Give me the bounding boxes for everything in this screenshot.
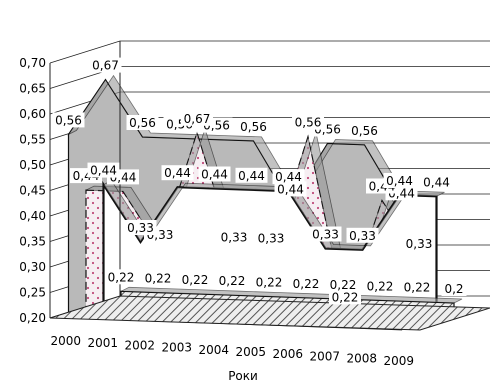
data-label: 0,22 bbox=[182, 273, 209, 287]
data-label: 0,33 bbox=[127, 221, 154, 235]
data-label-bg bbox=[237, 118, 270, 134]
data-label-bg bbox=[255, 230, 287, 246]
data-label-bg bbox=[401, 279, 433, 295]
x-tick-label: 2008 bbox=[347, 352, 378, 366]
data-label-bg bbox=[216, 273, 248, 289]
data-label-bg bbox=[124, 220, 157, 235]
data-label: 0,56 bbox=[55, 113, 82, 127]
y-tick-label: 0,25 bbox=[19, 286, 46, 300]
data-label: 0,44 bbox=[164, 166, 191, 180]
data-label: 0,22 bbox=[256, 276, 283, 290]
data-label-bg bbox=[126, 115, 159, 130]
data-label: 0,22 bbox=[108, 270, 135, 284]
data-labels: 0,560,670,56 0,56 0,56 0,560,440,56 0,560,44… bbox=[52, 57, 467, 305]
x-tick-label: 2003 bbox=[162, 341, 193, 355]
data-label-bg bbox=[329, 289, 361, 305]
data-label-bg bbox=[253, 274, 285, 290]
x-tick-label: 2000 bbox=[51, 334, 82, 348]
data-label-bg bbox=[403, 235, 435, 251]
axes: 0,20 0,25 0,30 0,35 0,40 0,45 0,50 0,55 0,60 0,65… bbox=[19, 41, 490, 368]
data-label-bg bbox=[348, 122, 381, 138]
data-label: 0,44 bbox=[423, 175, 450, 189]
y-tick-label: 0,35 bbox=[19, 235, 46, 249]
data-label-bg bbox=[272, 169, 305, 185]
data-label-bg bbox=[87, 162, 120, 178]
series-top-edge bbox=[102, 180, 445, 251]
x-tick-label: 2005 bbox=[236, 345, 267, 359]
data-label-bg bbox=[142, 270, 174, 286]
series-top-edge bbox=[120, 286, 463, 304]
data-label: 0,44 bbox=[90, 164, 117, 178]
y-tick-label: 0,30 bbox=[19, 260, 46, 274]
data-label-bg bbox=[364, 278, 396, 294]
data-label: 0,67 bbox=[92, 59, 119, 73]
data-label-bg bbox=[420, 174, 453, 190]
data-label: 0,2 bbox=[444, 282, 463, 296]
data-label: 0,22 bbox=[404, 281, 431, 295]
data-label-bg bbox=[327, 277, 359, 293]
data-label-bg bbox=[383, 173, 416, 188]
x-tick-label: 2002 bbox=[125, 338, 156, 352]
data-label: 0,33 bbox=[349, 229, 376, 243]
y-tick-label: 0,65 bbox=[19, 82, 46, 96]
data-label: 0,33 bbox=[258, 232, 285, 246]
y-tick-label: 0,55 bbox=[19, 133, 46, 147]
y-tick-label: 0,50 bbox=[19, 158, 46, 172]
data-label-bg bbox=[441, 281, 467, 296]
data-label: 0,67 bbox=[184, 112, 211, 126]
x-tick-label: 2007 bbox=[310, 349, 341, 363]
data-label-bg bbox=[179, 271, 211, 287]
data-label: 0,56 bbox=[240, 120, 267, 134]
data-label: 0,33 bbox=[221, 230, 248, 244]
y-tick-label: 0,45 bbox=[19, 184, 46, 198]
data-label-bg bbox=[105, 269, 137, 285]
data-label: 0,22 bbox=[367, 279, 394, 293]
y-tick-label: 0,40 bbox=[19, 209, 46, 223]
data-label: 0,44 bbox=[386, 174, 413, 188]
data-label-bg bbox=[161, 165, 194, 181]
y-tick-label: 0,20 bbox=[19, 311, 46, 325]
data-label-bg bbox=[292, 114, 324, 130]
data-label: 0,33 bbox=[312, 228, 339, 242]
data-label-bg bbox=[346, 227, 379, 243]
data-label-bg bbox=[274, 181, 307, 197]
data-label-bg bbox=[181, 110, 213, 126]
floor bbox=[49, 295, 490, 331]
data-label: 0,22 bbox=[330, 278, 357, 292]
data-label-bg bbox=[52, 112, 85, 128]
data-label: 0,44 bbox=[275, 170, 302, 184]
data-label: 0,56 bbox=[129, 116, 156, 130]
data-label-bg bbox=[218, 229, 250, 245]
data-label: 0,56 bbox=[295, 116, 322, 130]
data-label: 0,56 bbox=[351, 124, 378, 138]
data-label-bg bbox=[290, 275, 322, 291]
y-tick-label: 0,60 bbox=[19, 107, 46, 121]
data-label-bg bbox=[198, 166, 231, 182]
data-label: 0,22 bbox=[293, 277, 320, 291]
data-label: 0,44 bbox=[277, 182, 304, 196]
data-label: 0,44 bbox=[238, 169, 265, 183]
data-label: 0,22 bbox=[332, 290, 359, 304]
data-label-bg bbox=[309, 226, 342, 242]
data-label-bg bbox=[89, 57, 122, 73]
x-tick-label: 2009 bbox=[384, 354, 415, 368]
y-tick-label: 0,70 bbox=[19, 56, 46, 70]
x-tick-label: 2006 bbox=[273, 347, 304, 361]
data-label: 0,44 bbox=[201, 168, 228, 182]
x-axis-title: Роки bbox=[228, 369, 258, 383]
x-tick-label: 2004 bbox=[199, 343, 230, 357]
x-tick-label: 2001 bbox=[88, 336, 119, 350]
data-label: 0,33 bbox=[406, 237, 433, 251]
data-label: 0,22 bbox=[145, 272, 172, 286]
data-label-bg bbox=[235, 167, 268, 183]
data-label: 0,22 bbox=[219, 274, 246, 288]
